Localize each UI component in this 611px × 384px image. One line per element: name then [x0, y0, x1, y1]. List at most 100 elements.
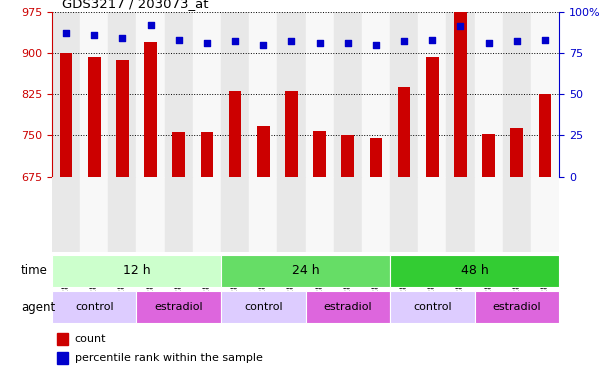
Bar [531, 177, 559, 252]
Bar [52, 255, 221, 286]
Text: 48 h: 48 h [461, 264, 488, 277]
Bar [200, 131, 213, 177]
Point [202, 40, 212, 46]
Text: estradiol: estradiol [323, 302, 372, 312]
Bar [52, 291, 136, 323]
Text: control: control [75, 302, 114, 312]
Bar [193, 12, 221, 177]
Bar [539, 94, 551, 177]
Bar [418, 12, 447, 177]
Point [61, 30, 71, 36]
Bar [136, 291, 221, 323]
Bar [313, 131, 326, 177]
Bar [249, 12, 277, 177]
Point [258, 41, 268, 48]
Bar [390, 291, 475, 323]
Bar [503, 12, 531, 177]
Point [540, 36, 550, 43]
Bar [221, 255, 390, 286]
Bar [418, 177, 447, 252]
Bar [108, 12, 136, 177]
Bar [334, 177, 362, 252]
Bar [390, 177, 418, 252]
Bar [249, 177, 277, 252]
Bar [531, 12, 559, 177]
Bar [306, 177, 334, 252]
Bar [164, 12, 193, 177]
Bar [475, 12, 503, 177]
Bar [426, 57, 439, 177]
Point [230, 38, 240, 44]
Bar [60, 53, 72, 177]
Bar [362, 177, 390, 252]
Point [287, 38, 296, 44]
Bar [390, 12, 418, 177]
Point [89, 31, 99, 38]
Text: agent: agent [21, 301, 55, 314]
Bar [52, 177, 80, 252]
Point [399, 38, 409, 44]
Bar [285, 91, 298, 177]
Bar [229, 91, 241, 177]
Bar [390, 177, 418, 252]
Bar [136, 12, 164, 177]
Bar [362, 177, 390, 252]
Point [428, 36, 437, 43]
Bar [398, 87, 411, 177]
Bar [257, 126, 269, 177]
Bar [510, 128, 523, 177]
Bar [193, 177, 221, 252]
Text: estradiol: estradiol [492, 302, 541, 312]
Point [117, 35, 127, 41]
Bar [277, 177, 306, 252]
Point [484, 40, 494, 46]
Bar [503, 177, 531, 252]
Bar [88, 57, 101, 177]
Point [456, 23, 466, 30]
Bar [249, 177, 277, 252]
Bar [57, 352, 68, 364]
Bar [447, 12, 475, 177]
Bar [108, 177, 136, 252]
Bar [447, 177, 475, 252]
Bar [418, 177, 447, 252]
Bar [306, 177, 334, 252]
Bar [475, 177, 503, 252]
Bar [80, 177, 108, 252]
Bar [52, 12, 80, 177]
Point [145, 22, 155, 28]
Text: GDS3217 / 203073_at: GDS3217 / 203073_at [62, 0, 208, 10]
Bar [108, 177, 136, 252]
Point [343, 40, 353, 46]
Bar [503, 177, 531, 252]
Bar [80, 177, 108, 252]
Bar [221, 12, 249, 177]
Text: 24 h: 24 h [291, 264, 320, 277]
Bar [277, 12, 306, 177]
Text: control: control [244, 302, 282, 312]
Bar [221, 291, 306, 323]
Bar [193, 177, 221, 252]
Bar [80, 12, 108, 177]
Bar [447, 177, 475, 252]
Bar [57, 333, 68, 345]
Bar [221, 177, 249, 252]
Bar [164, 177, 193, 252]
Text: time: time [21, 264, 48, 277]
Bar [475, 291, 559, 323]
Bar [221, 177, 249, 252]
Bar [136, 177, 164, 252]
Bar [277, 177, 306, 252]
Bar [475, 177, 503, 252]
Bar [52, 177, 80, 252]
Bar [116, 60, 129, 177]
Bar [342, 136, 354, 177]
Bar [144, 42, 157, 177]
Bar [164, 177, 193, 252]
Bar [454, 12, 467, 177]
Point [174, 36, 184, 43]
Text: control: control [413, 302, 452, 312]
Bar [334, 177, 362, 252]
Bar [531, 177, 559, 252]
Point [371, 41, 381, 48]
